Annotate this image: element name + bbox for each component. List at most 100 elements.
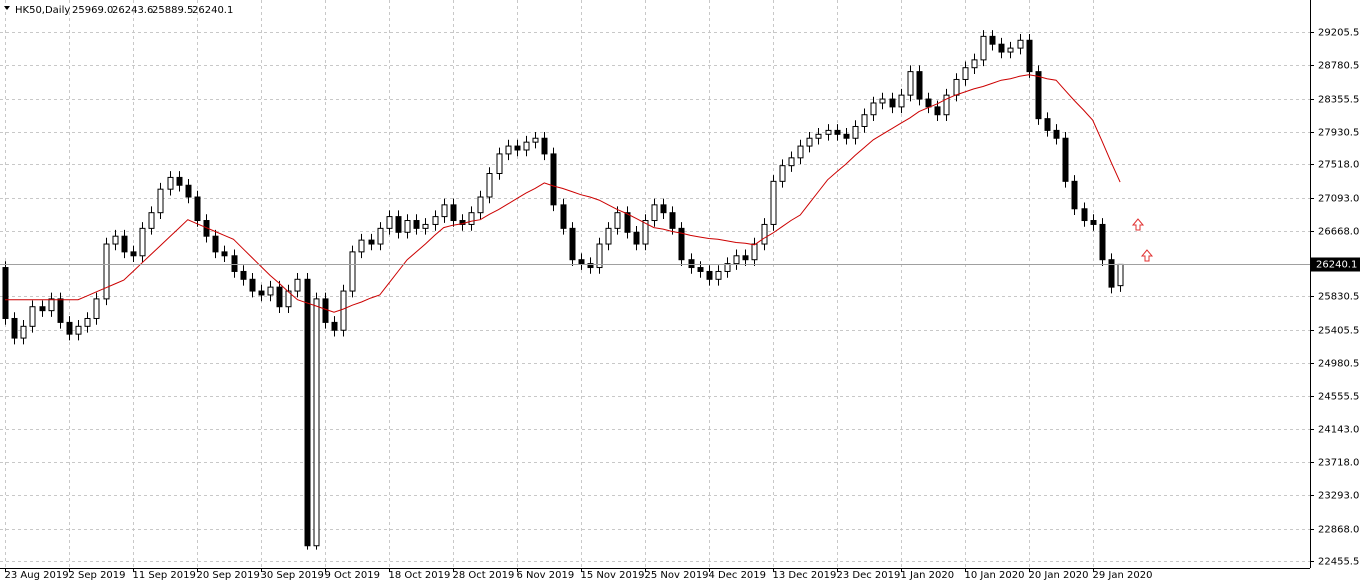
candle-body [971, 59, 978, 69]
signal-arrow [1131, 218, 1145, 231]
y-tick-label: 25405.5 [1318, 326, 1359, 337]
candle-body [751, 243, 758, 261]
x-tick-label: 4 Dec 2019 [709, 570, 767, 581]
x-tick-label: 10 Jan 2020 [965, 570, 1025, 581]
x-tick-label: 23 Aug 2019 [5, 570, 69, 581]
candle-body [340, 290, 347, 331]
candle-body [432, 216, 439, 225]
candle-body [103, 243, 110, 300]
header-close: 26240.1 [192, 5, 233, 16]
candle-body [733, 255, 740, 265]
candle-body [450, 204, 457, 222]
candle-body [422, 223, 429, 229]
candle-body [221, 251, 228, 257]
candle-body [441, 204, 448, 218]
candle-body [605, 227, 612, 245]
candle-body [130, 251, 137, 257]
candle-body [468, 212, 475, 225]
header-open: 25969.0 [72, 5, 113, 16]
header-low: 25889.5 [152, 5, 193, 16]
candle-body [587, 263, 594, 269]
chart-title: HK50,Daily [15, 5, 70, 16]
y-tick-label: 28355.5 [1318, 95, 1359, 106]
candle-body [139, 227, 146, 257]
candle-body [761, 223, 768, 245]
x-tick-label: 18 Oct 2019 [389, 570, 451, 581]
candle-body [1090, 220, 1097, 225]
candle-body [898, 94, 905, 108]
candle-body [953, 78, 960, 96]
y-tick-label: 26668.0 [1318, 227, 1359, 238]
candle-body [157, 188, 164, 214]
x-tick-label: 6 Nov 2019 [517, 570, 575, 581]
candle-body [569, 227, 576, 261]
candle-body [1007, 47, 1014, 53]
candle-body [29, 306, 36, 327]
candle-body [788, 157, 795, 167]
candle-body [724, 263, 731, 272]
candle-body [907, 71, 914, 96]
candle-body [651, 204, 658, 222]
candle-body [1017, 39, 1024, 49]
candle-body [943, 94, 950, 116]
y-tick-label: 27518.0 [1318, 160, 1359, 171]
candle-body [477, 196, 484, 214]
candle-body [11, 317, 18, 339]
candle-body [1053, 129, 1060, 139]
menu-arrow [4, 6, 10, 10]
candle-body [212, 235, 219, 253]
candle-body [121, 235, 128, 253]
candle-body [1035, 71, 1042, 120]
candle-body [770, 180, 777, 225]
signal-arrow [1140, 249, 1154, 262]
candle-body [1108, 259, 1115, 288]
candle-body [925, 98, 932, 108]
candle-body [377, 227, 384, 245]
candle-body [523, 141, 530, 151]
candle-body [285, 290, 292, 308]
candle-body [349, 251, 356, 292]
candle-body [1062, 137, 1069, 182]
candle-body [980, 35, 987, 61]
candle-body [633, 231, 640, 245]
y-tick-label: 25830.5 [1318, 292, 1359, 303]
candle-body [1044, 118, 1051, 131]
x-tick-label: 20 Sep 2019 [197, 570, 260, 581]
candle-body [84, 317, 91, 327]
candle-body [48, 298, 55, 312]
y-tick-label: 23293.0 [1318, 491, 1359, 502]
candle-body [176, 176, 183, 186]
moving-average [5, 74, 1121, 313]
y-tick-label: 28780.5 [1318, 61, 1359, 72]
price-tag-label: 26240.1 [1316, 260, 1357, 271]
candle-body [304, 278, 311, 547]
candle-body [496, 153, 503, 175]
candle-body [697, 267, 704, 272]
candle-body [75, 325, 82, 335]
candle-body [249, 278, 256, 292]
candle-body [879, 98, 886, 104]
x-tick-label: 15 Nov 2019 [581, 570, 645, 581]
y-tick-label: 29205.5 [1318, 28, 1359, 39]
candle-body [642, 220, 649, 245]
candle-body [148, 212, 155, 229]
y-tick-label: 22868.0 [1318, 525, 1359, 536]
y-tick-label: 22455.5 [1318, 557, 1359, 568]
candle-body [934, 106, 941, 116]
candles [0, 30, 1310, 550]
candle-body [112, 235, 119, 245]
y-tick-label: 24555.5 [1318, 392, 1359, 403]
y-tick-label: 24980.5 [1318, 359, 1359, 370]
candle-body [916, 71, 923, 100]
candle-body [322, 298, 329, 323]
candle-body [532, 137, 539, 143]
candle-body [889, 98, 896, 108]
candle-body [39, 306, 46, 312]
candle-body [93, 298, 100, 319]
candle-body [1071, 180, 1078, 210]
candle-body [194, 196, 201, 222]
x-tick-label: 30 Sep 2019 [261, 570, 324, 581]
candle-body [514, 145, 521, 151]
candle-body [861, 114, 868, 127]
